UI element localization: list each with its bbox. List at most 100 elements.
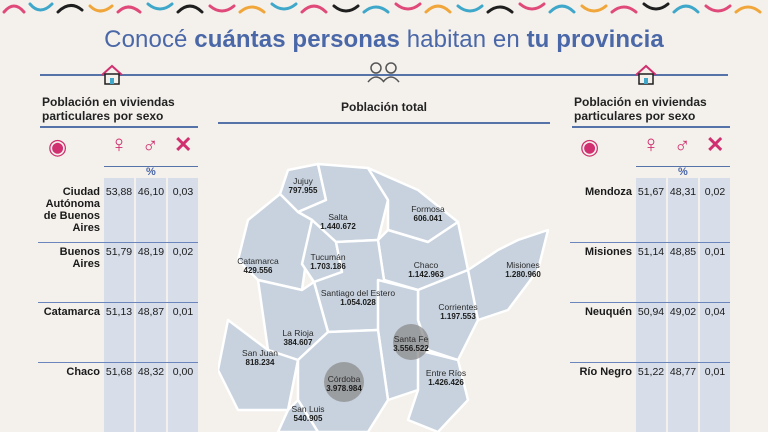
right-male-column bbox=[668, 178, 698, 432]
title-divider bbox=[40, 74, 728, 76]
province-name: Chaco bbox=[66, 366, 100, 378]
male-symbol-icon: ♂ bbox=[674, 133, 691, 158]
province-label: Chaco bbox=[414, 260, 439, 270]
province-name: Ciudad Autónoma de Buenos Aires bbox=[43, 186, 100, 234]
map-region-entrerios bbox=[406, 348, 470, 432]
province-population-value: 1.197.553 bbox=[440, 312, 476, 321]
santa-fe-population-bubble bbox=[393, 324, 429, 360]
center-heading: Población total bbox=[340, 100, 427, 114]
male-pct-value: 48,85 bbox=[669, 246, 697, 258]
male-pct-value: 48,87 bbox=[137, 306, 165, 318]
left-panel-heading: Población en viviendas particulares por … bbox=[42, 95, 175, 123]
province-population-value: 1.440.672 bbox=[320, 222, 356, 231]
house-icon bbox=[101, 64, 123, 85]
location-pin-icon: ◉ bbox=[48, 134, 68, 159]
province-name: Buenos Aires bbox=[59, 246, 100, 270]
right-pct-divider bbox=[636, 166, 730, 167]
female-pct-value: 53,88 bbox=[105, 186, 133, 198]
province-label: La Rioja bbox=[282, 328, 313, 338]
province-population-value: 3.556.522 bbox=[393, 344, 429, 353]
x-pct-value: 0,02 bbox=[172, 246, 194, 258]
right-pct-label: % bbox=[678, 166, 688, 178]
location-pin-icon: ◉ bbox=[580, 134, 600, 159]
province-label: Misiones bbox=[506, 260, 540, 270]
female-pct-value: 51,13 bbox=[105, 306, 133, 318]
province-population-value: 1.054.028 bbox=[340, 298, 376, 307]
male-pct-value: 49,02 bbox=[669, 306, 697, 318]
female-pct-value: 51,79 bbox=[105, 246, 133, 258]
male-pct-value: 48,31 bbox=[669, 186, 697, 198]
province-label: San Luis bbox=[291, 404, 324, 414]
left-male-column bbox=[136, 178, 166, 432]
right-panel-heading: Población en viviendas particulares por … bbox=[574, 95, 707, 123]
center-divider bbox=[218, 122, 550, 124]
right-female-column bbox=[636, 178, 666, 432]
house-icon bbox=[635, 64, 657, 85]
female-pct-value: 51,68 bbox=[105, 366, 133, 378]
female-pct-value: 51,67 bbox=[637, 186, 665, 198]
province-name: Mendoza bbox=[584, 186, 632, 198]
left-panel-divider bbox=[40, 126, 198, 128]
female-symbol-icon: ♀ bbox=[642, 131, 660, 158]
x-pct-value: 0,02 bbox=[704, 186, 726, 198]
province-label: Formosa bbox=[411, 204, 445, 214]
province-label: Santa Fe bbox=[394, 334, 429, 344]
left-x-column bbox=[168, 178, 198, 432]
map-region-sanluis bbox=[276, 398, 320, 432]
cordoba-population-bubble bbox=[324, 362, 364, 402]
x-pct-value: 0,03 bbox=[172, 186, 194, 198]
province-population-value: 797.955 bbox=[289, 186, 318, 195]
province-population-value: 384.607 bbox=[284, 338, 313, 347]
female-symbol-icon: ♀ bbox=[110, 131, 128, 158]
row-divider bbox=[38, 302, 198, 303]
province-label: San Juan bbox=[242, 348, 278, 358]
people-icon bbox=[367, 62, 400, 83]
province-population-value: 1.142.963 bbox=[408, 270, 444, 279]
male-symbol-icon: ♂ bbox=[142, 133, 159, 158]
province-population-value: 3.978.984 bbox=[326, 384, 362, 393]
province-population-value: 818.234 bbox=[246, 358, 275, 367]
male-pct-value: 48,19 bbox=[137, 246, 165, 258]
province-label: Corrientes bbox=[438, 302, 477, 312]
row-divider bbox=[570, 242, 730, 243]
province-name: Misiones bbox=[584, 246, 632, 258]
page-title: Conocé cuántas personas habitan en tu pr… bbox=[104, 26, 664, 53]
province-label: Tucumán bbox=[310, 252, 345, 262]
x-symbol-icon: ✕ bbox=[706, 132, 725, 157]
left-female-column bbox=[104, 178, 134, 432]
province-label: Córdoba bbox=[328, 374, 361, 384]
province-population-value: 540.905 bbox=[294, 414, 323, 423]
province-name: Río Negro bbox=[579, 366, 632, 378]
province-population-value: 606.041 bbox=[414, 214, 443, 223]
province-name: Neuquén bbox=[584, 306, 632, 318]
province-label: Salta bbox=[328, 212, 348, 222]
female-pct-value: 50,94 bbox=[637, 306, 665, 318]
x-pct-value: 0,01 bbox=[172, 306, 194, 318]
row-divider bbox=[38, 362, 198, 363]
province-population-value: 1.426.426 bbox=[428, 378, 464, 387]
x-pct-value: 0,04 bbox=[704, 306, 726, 318]
province-population-value: 429.556 bbox=[244, 266, 273, 275]
right-panel-divider bbox=[572, 126, 730, 128]
row-divider bbox=[38, 242, 198, 243]
province-population-value: 1.280.960 bbox=[505, 270, 541, 279]
province-label: Catamarca bbox=[237, 256, 279, 266]
x-pct-value: 0,01 bbox=[704, 366, 726, 378]
male-pct-value: 48,77 bbox=[669, 366, 697, 378]
right-x-column bbox=[700, 178, 730, 432]
male-pct-value: 46,10 bbox=[137, 186, 165, 198]
row-divider bbox=[570, 362, 730, 363]
x-pct-value: 0,00 bbox=[172, 366, 194, 378]
province-label: Entre Ríos bbox=[426, 368, 466, 378]
decorative-pattern-band bbox=[0, 0, 768, 16]
left-pct-label: % bbox=[146, 166, 156, 178]
female-pct-value: 51,22 bbox=[637, 366, 665, 378]
male-pct-value: 48,32 bbox=[137, 366, 165, 378]
left-pct-divider bbox=[104, 166, 198, 167]
x-symbol-icon: ✕ bbox=[174, 132, 193, 157]
row-divider bbox=[570, 302, 730, 303]
x-pct-value: 0,01 bbox=[704, 246, 726, 258]
province-label: Santiago del Estero bbox=[321, 288, 395, 298]
province-label: Jujuy bbox=[293, 176, 314, 186]
